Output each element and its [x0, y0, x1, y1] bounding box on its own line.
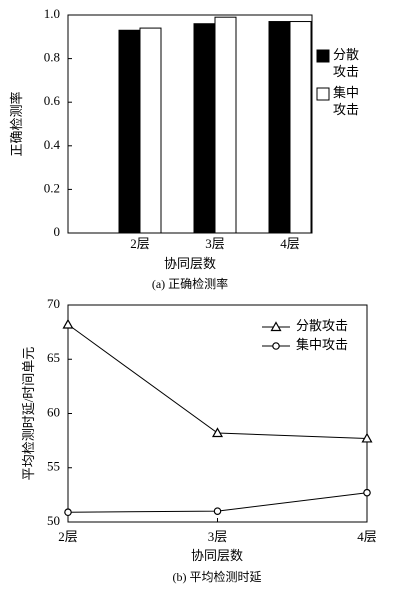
y-tick-label: 65: [47, 350, 60, 365]
marker: [361, 432, 373, 443]
marker: [211, 427, 224, 438]
x-tick-label: 2层: [58, 529, 78, 544]
legend-label-box: 集中攻击: [333, 85, 360, 117]
y-tick-label: 0.4: [44, 137, 61, 152]
marker: [270, 321, 282, 332]
y-tick-label: 50: [47, 513, 60, 528]
legend-swatch: [316, 87, 330, 101]
y-tick-label: 55: [47, 459, 60, 474]
marker: [64, 508, 72, 517]
marker: [62, 318, 74, 329]
y-tick-label: 0.8: [44, 50, 60, 65]
bar: [193, 23, 216, 234]
y-tick-label: 0: [54, 224, 61, 239]
legend-label: 集中攻击: [333, 85, 360, 117]
x-tick-label: 3层: [205, 236, 225, 251]
marker: [272, 342, 280, 350]
y-tick-label: 1.0: [44, 6, 60, 21]
bar: [139, 27, 162, 234]
y-axis-label: 正确检测率: [9, 91, 24, 156]
y-tick-label: 70: [47, 296, 60, 311]
y-tick-label: 60: [47, 404, 60, 419]
bar: [289, 21, 312, 234]
bar: [214, 16, 237, 234]
y-axis-label: 平均检测时延/时间单元: [21, 347, 36, 481]
y-tick-label: 0.6: [44, 93, 61, 108]
marker: [213, 507, 222, 515]
x-tick-label: 4层: [280, 236, 300, 251]
legend-swatch: [316, 49, 330, 63]
caption: (b) 平均检测时延: [173, 569, 262, 584]
bar: [118, 29, 141, 234]
x-tick-label: 4层: [357, 529, 377, 544]
marker: [363, 488, 371, 497]
x-axis-label: 协同层数: [191, 548, 243, 563]
legend-label: 分散攻击: [333, 47, 360, 79]
legend-label: 分散攻击: [296, 318, 348, 333]
bar: [268, 21, 291, 234]
x-tick-label: 2层: [130, 236, 150, 251]
caption: (a) 正确检测率: [152, 276, 228, 291]
x-axis-label: 协同层数: [164, 256, 216, 271]
legend-label-box: 分散攻击: [333, 47, 360, 79]
y-tick-label: 0.2: [44, 180, 60, 195]
x-tick-label: 3层: [208, 529, 228, 544]
legend-label: 集中攻击: [296, 337, 348, 352]
plot-frame: [67, 14, 313, 234]
